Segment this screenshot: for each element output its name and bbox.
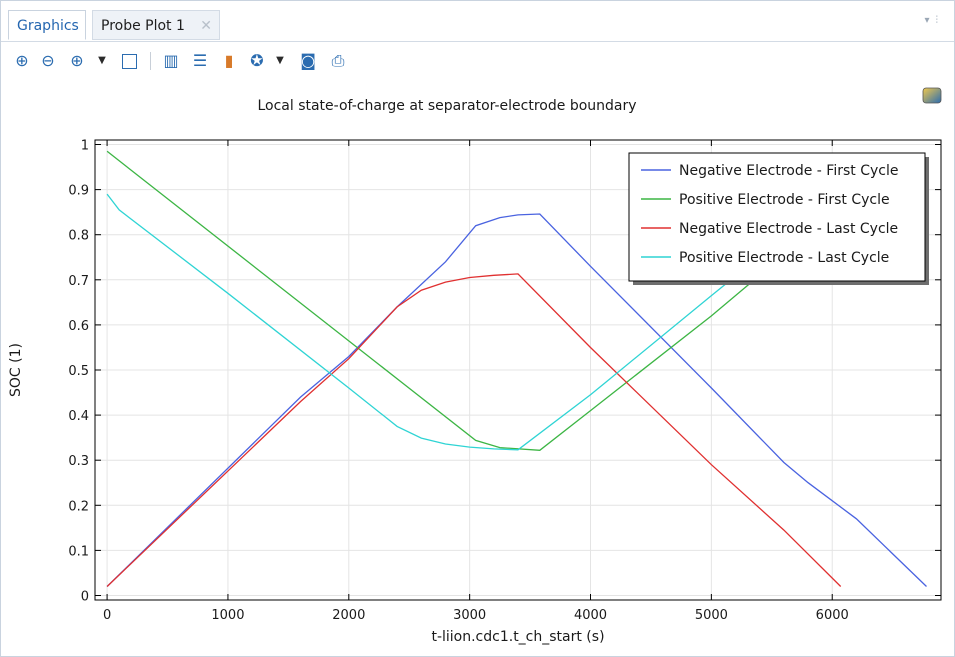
reset-icon[interactable]: ✪ <box>250 51 264 70</box>
tab-probe-plot[interactable]: Probe Plot 1 ✕ <box>92 10 220 40</box>
legend-label: Negative Electrode - First Cycle <box>679 163 898 179</box>
x-tick-label: 6000 <box>816 608 849 623</box>
pin-icon[interactable]: ⫶ <box>935 15 944 26</box>
y-tick-label: 0.3 <box>68 454 89 469</box>
dropdown-arrow-icon[interactable]: ▼ <box>276 55 284 66</box>
close-icon[interactable]: ✕ <box>200 18 212 34</box>
y-tick-label: 0.2 <box>68 499 89 514</box>
toolbar-separator <box>150 52 151 70</box>
zoom-extents-icon[interactable] <box>119 51 139 71</box>
table-icon[interactable]: ☰ <box>192 51 208 70</box>
dropdown-arrow-icon[interactable]: ▼ <box>98 55 106 66</box>
image-snapshot-icon[interactable] <box>922 87 942 104</box>
series-line-2 <box>106 150 761 451</box>
legend-box <box>628 152 926 282</box>
tab-probe-plot-label: Probe Plot 1 <box>101 18 185 34</box>
zoom-out-icon[interactable]: ⊖ <box>41 51 55 70</box>
x-tick-label: 5000 <box>695 608 728 623</box>
y-axis-label: SOC (1) <box>8 343 24 397</box>
y-tick-label: 0.4 <box>68 409 89 424</box>
y-tick-label: 0.5 <box>68 364 89 379</box>
print-icon[interactable]: ⎙ <box>331 51 345 70</box>
zoom-in-icon[interactable]: ⊕ <box>15 51 29 70</box>
grid-icon[interactable]: ▥ <box>163 51 179 70</box>
series-line-1 <box>106 213 927 587</box>
y-tick-label: 0.8 <box>68 229 89 244</box>
y-tick-label: 0.6 <box>68 319 89 334</box>
legend-label: Positive Electrode - First Cycle <box>679 192 890 208</box>
legend-label: Positive Electrode - Last Cycle <box>679 250 889 266</box>
tab-graphics[interactable]: Graphics <box>8 10 86 40</box>
tab-graphics-label: Graphics <box>17 18 79 34</box>
x-tick-label: 3000 <box>453 608 486 623</box>
x-tick-label: 1000 <box>211 608 244 623</box>
zoom-box-icon[interactable]: ⊕ <box>70 51 84 70</box>
y-tick-label: 0 <box>81 589 89 604</box>
y-tick-label: 0.1 <box>68 544 89 559</box>
chart-title: Local state-of-charge at separator-elect… <box>257 98 636 114</box>
camera-icon[interactable]: ◙ <box>300 51 316 70</box>
legend: Negative Electrode - First Cycle Positive… <box>628 152 929 285</box>
plot-toolbar: ⊕ ⊖ ⊕ ▼ ▥ ☰ ▮ ✪ ▼ ◙ ⎙ <box>1 42 954 80</box>
y-tick-label: 0.7 <box>68 274 89 289</box>
y-tick-label: 0.9 <box>68 184 89 199</box>
chart: Local state-of-charge at separator-elect… <box>8 87 942 645</box>
x-axis-label: t-liion.cdc1.t_ch_start (s) <box>431 629 604 645</box>
minimize-icon[interactable]: ▾ <box>924 15 936 26</box>
series-line-4 <box>106 193 749 451</box>
legend-label: Negative Electrode - Last Cycle <box>679 221 898 237</box>
window-controls: ▾⫶ <box>924 15 944 26</box>
series-line-3 <box>106 273 842 587</box>
legend-icon[interactable]: ▮ <box>224 51 234 70</box>
x-tick-label: 2000 <box>332 608 365 623</box>
tab-bar: Graphics Probe Plot 1 ✕ ▾⫶ <box>1 1 954 42</box>
x-tick-label: 4000 <box>574 608 607 623</box>
x-tick-label: 0 <box>103 608 111 623</box>
y-tick-label: 1 <box>81 139 89 154</box>
